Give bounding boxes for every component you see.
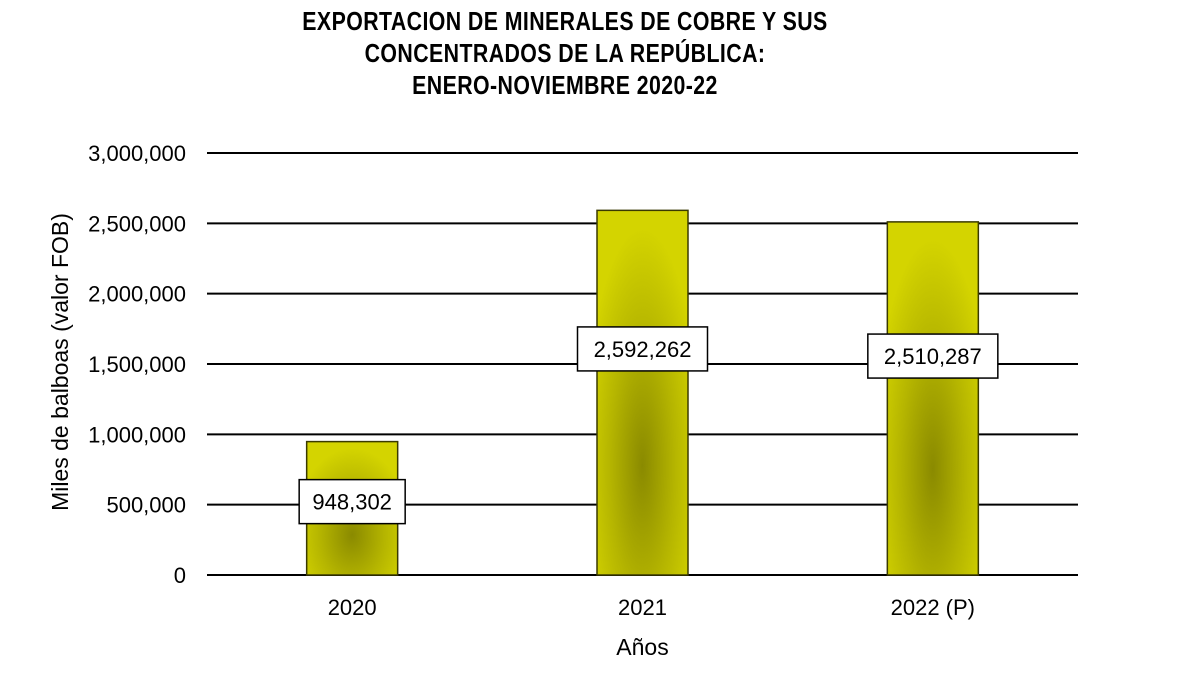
x-axis-ticks: 2020 2021 2022 (P) [328, 595, 975, 620]
data-labels: 948,302 2,592,262 2,510,287 [298, 326, 999, 525]
x-tick-label: 2021 [618, 595, 667, 620]
data-label: 2,592,262 [576, 326, 709, 372]
y-tick-label: 500,000 [106, 493, 186, 518]
x-tick-label: 2022 (P) [891, 595, 975, 620]
chart-title-line-1: EXPORTACION DE MINERALES DE COBRE Y SUS [302, 6, 828, 36]
y-tick-label: 1,000,000 [88, 422, 186, 447]
x-axis-title: Años [616, 634, 668, 660]
chart-title-line-3: ENERO-NOVIEMBRE 2020-22 [412, 70, 718, 100]
y-axis-title: Miles de balboas (valor FOB) [47, 213, 73, 511]
bar [596, 209, 689, 576]
y-tick-label: 0 [174, 563, 186, 588]
data-label-box [576, 326, 709, 372]
data-label-text: 2,592,262 [594, 337, 692, 362]
y-tick-label: 2,000,000 [88, 282, 186, 307]
bar [886, 221, 980, 576]
x-tick-label: 2020 [328, 595, 377, 620]
bars [305, 209, 980, 576]
chart-title-line-2: CONCENTRADOS DE LA REPÚBLICA: [364, 38, 766, 68]
data-label: 2,510,287 [867, 333, 999, 379]
y-tick-label: 1,500,000 [88, 352, 186, 377]
data-label-box [867, 333, 999, 379]
y-tick-label: 2,500,000 [88, 211, 186, 236]
y-tick-label: 3,000,000 [88, 141, 186, 166]
y-axis-ticks: 0 500,000 1,000,000 1,500,000 2,000,000 2,500… [88, 141, 186, 588]
data-label-box [298, 478, 406, 525]
data-label-text: 2,510,287 [884, 344, 982, 369]
data-label-text: 948,302 [312, 490, 392, 515]
data-label: 948,302 [298, 478, 406, 525]
